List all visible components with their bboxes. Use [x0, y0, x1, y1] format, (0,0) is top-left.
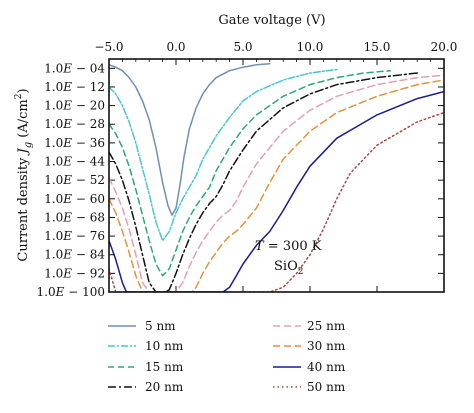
temperature-annotation: T = 300 K	[255, 239, 322, 254]
series-layer	[109, 62, 444, 292]
y-axis-ticks: 1.0E − 04 1.0E − 12 1.0E − 20 1.0E − 28 1.0E…	[37, 61, 444, 299]
series-line-20-nm	[109, 72, 418, 292]
legend-label: 5 nm	[145, 319, 176, 333]
x-tick-label: 5.0	[233, 40, 252, 54]
y-tick-label: 1.0E − 76	[44, 229, 105, 243]
x-tick-label: 20.0	[431, 40, 458, 54]
y-tick-label: 1.0E − 60	[44, 192, 105, 206]
y-tick-label: 1.0E − 12	[44, 80, 105, 94]
y-tick-label: 1.0E − 92	[44, 266, 105, 280]
x-tick-label: −5.0	[94, 40, 123, 54]
y-tick-label: 1.0E − 04	[44, 61, 105, 75]
legend: 5 nm 10 nm 15 nm 20 nm 25 nm 30 nm 40 nm 50 nm	[108, 319, 346, 394]
legend-label: 25 nm	[307, 319, 346, 333]
series-line-5-nm	[109, 62, 271, 216]
y-tick-label: 1.0E − 28	[44, 117, 105, 131]
legend-label: 20 nm	[145, 380, 184, 394]
y-tick-label: 1.0E − 84	[44, 248, 105, 262]
legend-label: 40 nm	[307, 360, 346, 374]
y-tick-label: 1.0E − 52	[44, 173, 105, 187]
y-tick-label: 1.0E − 100	[37, 285, 105, 299]
y-tick-label: 1.0E − 68	[44, 210, 105, 224]
x-tick-label: 10.0	[297, 40, 324, 54]
series-line-15-nm	[109, 69, 392, 277]
x-axis-ticks: −5.0 0.0 5.0 10.0 15.0 20.0	[94, 40, 457, 292]
x-tick-label: 15.0	[364, 40, 391, 54]
y-tick-label: 1.0E − 20	[44, 99, 105, 113]
series-line-10-nm	[109, 68, 338, 242]
legend-label: 50 nm	[307, 380, 346, 394]
x-tick-label: 0.0	[166, 40, 185, 54]
series-line-40-nm	[109, 90, 444, 292]
y-tick-label: 1.0E − 36	[44, 136, 105, 150]
series-line-30-nm	[109, 79, 444, 292]
plot-frame	[108, 58, 445, 293]
series-line-50-nm	[109, 111, 444, 292]
x-axis-label: Gate voltage (V)	[218, 13, 325, 28]
y-axis-label: Current density Jg (A/cm2)	[14, 88, 34, 261]
y-tick-label: 1.0E − 44	[44, 155, 105, 169]
legend-label: 15 nm	[145, 360, 184, 374]
series-line-25-nm	[109, 74, 444, 292]
legend-label: 30 nm	[307, 339, 346, 353]
material-annotation: SiO2	[274, 259, 303, 277]
legend-label: 10 nm	[145, 339, 184, 353]
